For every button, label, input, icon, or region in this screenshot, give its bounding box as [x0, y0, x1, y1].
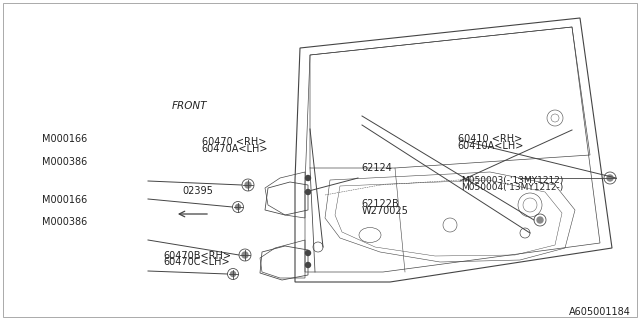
Circle shape [305, 251, 310, 255]
Text: 62122B: 62122B [362, 199, 399, 209]
Circle shape [305, 175, 310, 180]
Text: A605001184: A605001184 [568, 307, 630, 317]
Circle shape [230, 271, 236, 276]
Text: M000166: M000166 [42, 134, 87, 144]
Text: 60470A<LH>: 60470A<LH> [202, 144, 268, 154]
Text: FRONT: FRONT [172, 101, 207, 111]
Text: 60410A<LH>: 60410A<LH> [458, 140, 524, 151]
Circle shape [607, 175, 613, 181]
Text: M000386: M000386 [42, 217, 87, 228]
Text: 02395: 02395 [182, 186, 213, 196]
Text: W270025: W270025 [362, 205, 408, 216]
Circle shape [537, 217, 543, 223]
Text: 60410 <RH>: 60410 <RH> [458, 134, 522, 144]
Text: 60470C<LH>: 60470C<LH> [163, 257, 230, 268]
Text: M000386: M000386 [42, 156, 87, 167]
Text: 60470 <RH>: 60470 <RH> [202, 137, 266, 148]
Text: 62124: 62124 [362, 163, 392, 173]
Circle shape [305, 262, 310, 268]
Circle shape [236, 204, 241, 210]
Text: M050003(-'13MY1212): M050003(-'13MY1212) [461, 176, 563, 185]
Circle shape [242, 252, 248, 258]
Circle shape [245, 182, 251, 188]
Circle shape [305, 189, 310, 195]
Text: 60470B<RH>: 60470B<RH> [163, 251, 231, 261]
Text: M000166: M000166 [42, 195, 87, 205]
Text: M050004('13MY1212-): M050004('13MY1212-) [461, 183, 563, 192]
